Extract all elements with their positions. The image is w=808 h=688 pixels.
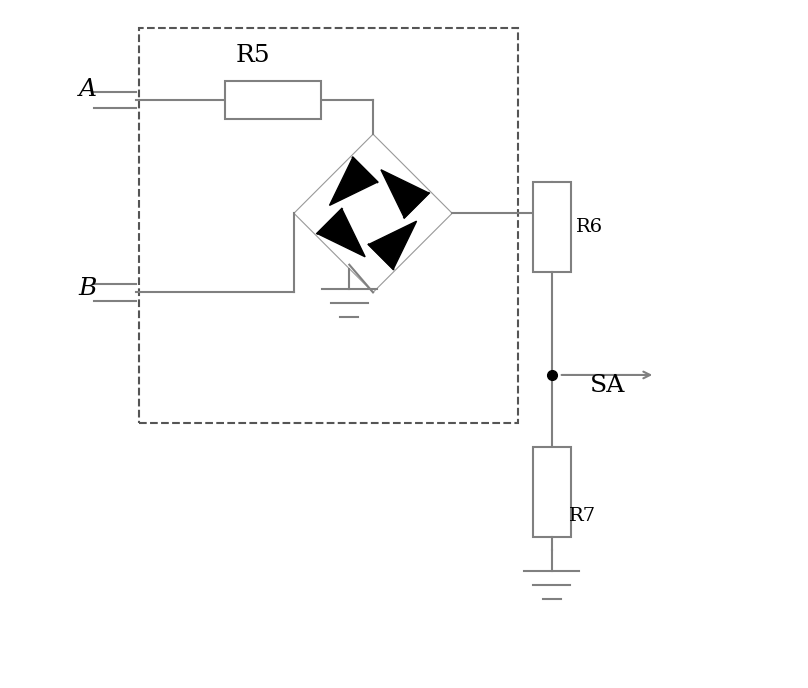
Polygon shape <box>381 170 429 217</box>
Bar <box>533 182 570 272</box>
Polygon shape <box>318 209 365 257</box>
Polygon shape <box>330 158 377 206</box>
Text: SA: SA <box>590 374 625 397</box>
Bar <box>225 81 322 119</box>
Text: R6: R6 <box>576 218 603 236</box>
Polygon shape <box>368 222 417 269</box>
Bar <box>533 447 570 537</box>
Text: A: A <box>78 78 96 101</box>
Text: B: B <box>78 277 97 301</box>
Text: R7: R7 <box>569 507 596 525</box>
Text: R5: R5 <box>235 43 270 67</box>
